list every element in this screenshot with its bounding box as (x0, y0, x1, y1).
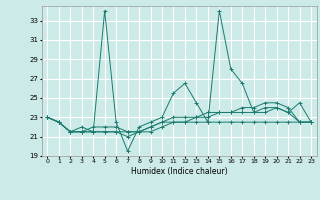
X-axis label: Humidex (Indice chaleur): Humidex (Indice chaleur) (131, 167, 228, 176)
